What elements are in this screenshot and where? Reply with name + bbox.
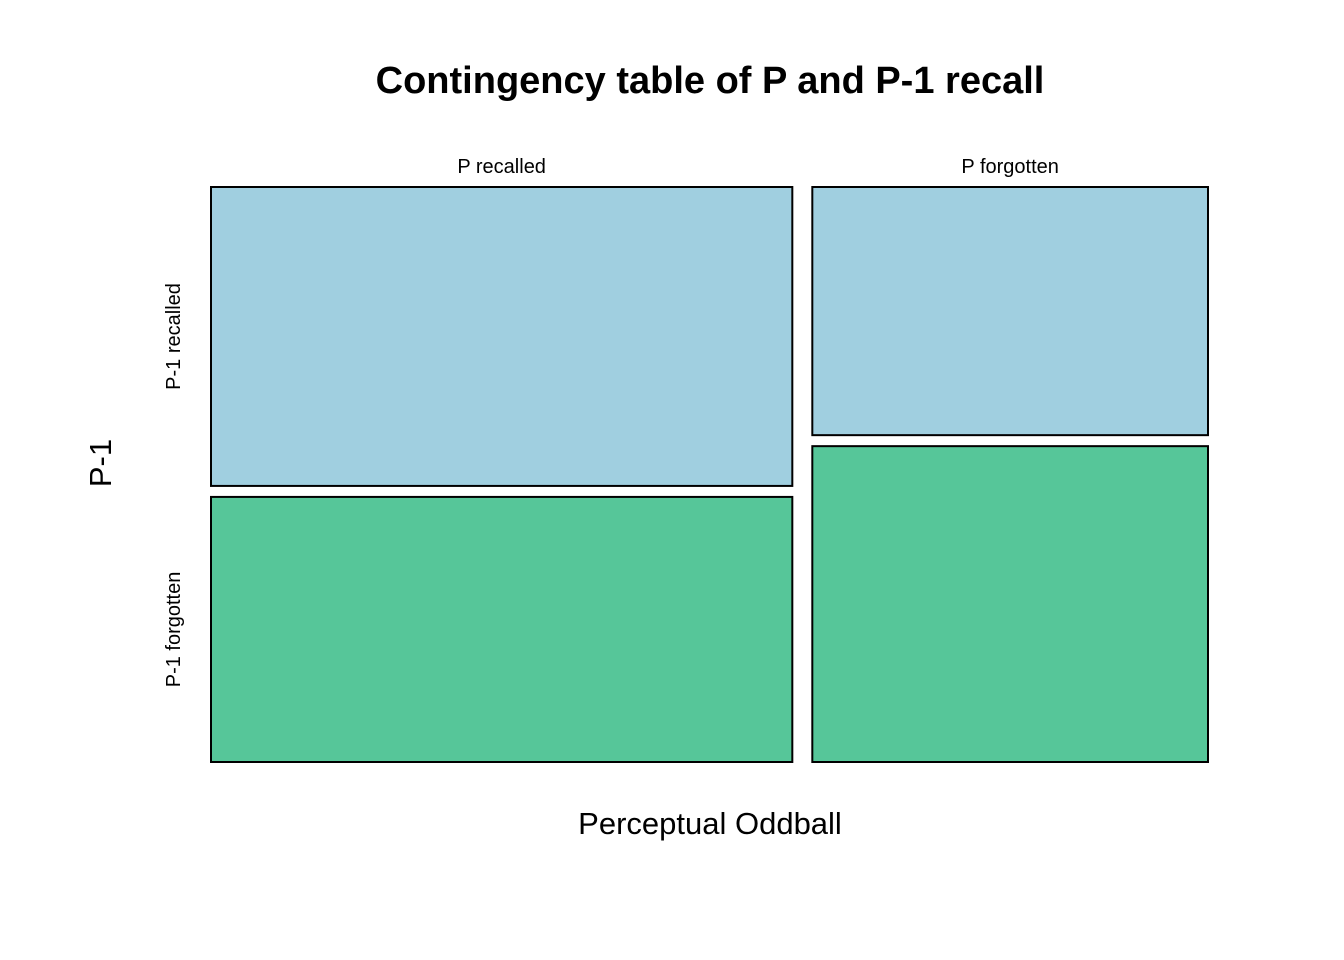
chart-title: Contingency table of P and P-1 recall: [376, 60, 1045, 102]
x-axis-label: Perceptual Oddball: [578, 806, 842, 841]
tile-p-forgotten-p-1-forgotten: [811, 445, 1209, 763]
tile-p-recalled-p-1-recalled: [210, 186, 794, 487]
tile-p-forgotten-p-1-recalled: [811, 186, 1209, 437]
x-category-label-p-forgotten: P forgotten: [961, 156, 1058, 178]
y-axis-label: P-1: [83, 439, 118, 487]
x-category-label-p-recalled: P recalled: [457, 156, 546, 178]
tile-p-recalled-p-1-forgotten: [210, 495, 794, 763]
x-category-labels: P recalled P forgotten: [457, 156, 1059, 178]
y-category-label-p-1-recalled: P-1 recalled: [163, 283, 185, 390]
y-category-label-p-1-forgotten: P-1 forgotten: [163, 572, 185, 688]
mosaic-tiles: [210, 186, 1209, 763]
y-category-labels: P-1 recalled P-1 forgotten: [163, 283, 185, 687]
